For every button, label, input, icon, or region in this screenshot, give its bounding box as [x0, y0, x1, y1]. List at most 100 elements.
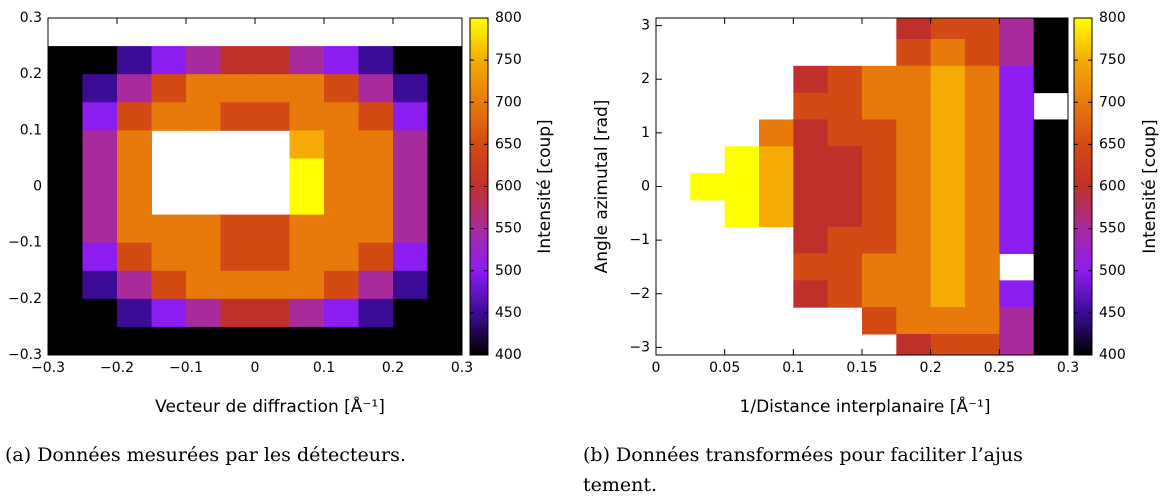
caption: (b) Données transformées pour faciliter … [583, 444, 1023, 466]
heatmap-cell [793, 119, 829, 147]
heatmap-cell [793, 253, 829, 281]
heatmap-cell [999, 119, 1035, 147]
heatmap-cell [48, 74, 83, 103]
heatmap-cell [965, 280, 1000, 308]
heatmap-cell [289, 158, 325, 187]
heatmap-cell [358, 298, 394, 328]
heatmap-cell [827, 173, 863, 201]
heatmap-cell [999, 199, 1035, 228]
heatmap-cell [827, 119, 863, 147]
heatmap-cell [151, 214, 187, 244]
heatmap-cell [793, 65, 829, 94]
heatmap-cell [82, 158, 118, 187]
heatmap-cell [999, 65, 1035, 94]
heatmap-cell [151, 46, 187, 75]
y-tick-label: −1 [629, 232, 650, 248]
heatmap-cell [896, 146, 932, 174]
heatmap-cell [965, 307, 1000, 335]
heatmap-cell [724, 146, 760, 174]
heatmap-cell [965, 253, 1000, 281]
heatmap-cell [930, 65, 966, 94]
heatmap-cell [896, 199, 932, 228]
heatmap-cell [82, 46, 118, 75]
heatmap-cell [1033, 146, 1068, 174]
heatmap-cell [82, 270, 118, 300]
heatmap-cell [48, 242, 83, 272]
heatmap-cell [427, 186, 462, 216]
heatmap-cell [427, 242, 462, 272]
x-tick-label: −0.2 [100, 360, 134, 376]
heatmap-cell [862, 199, 897, 228]
heatmap-cell [393, 270, 428, 300]
heatmap-cell [255, 326, 290, 355]
heatmap-cell [965, 119, 1000, 147]
colorbar-tick-label: 450 [495, 305, 522, 321]
heatmap-cell [930, 119, 966, 147]
heatmap-cell [186, 242, 221, 272]
heatmap-cell [48, 298, 83, 328]
heatmap-cell [930, 199, 966, 228]
heatmap-cell [862, 226, 897, 255]
heatmap-cell [896, 39, 932, 67]
heatmap-cell [117, 214, 152, 244]
colorbar-tick-label: 550 [1099, 221, 1126, 237]
heatmap-cell [289, 102, 325, 131]
heatmap-cell [965, 146, 1000, 174]
heatmap-cell [220, 298, 256, 328]
heatmap-cell [930, 280, 966, 308]
heatmap-cell [759, 119, 794, 147]
heatmap-cell [186, 326, 221, 355]
heatmap-cell [862, 173, 897, 201]
heatmap-cell [289, 270, 325, 300]
heatmap-cell [759, 146, 794, 174]
heatmap-cell [827, 280, 863, 308]
heatmap-cell [117, 74, 152, 103]
x-axis-title: Vecteur de diffraction [Å⁻¹] [155, 395, 385, 417]
heatmap-cell [999, 92, 1035, 120]
heatmap-cell [289, 242, 325, 272]
heatmap-cell [965, 39, 1000, 67]
heatmap-cell [827, 92, 863, 120]
heatmap-cell [793, 146, 829, 174]
heatmap-cell [862, 65, 897, 94]
heatmap-cell [117, 186, 152, 216]
x-tick-label: 0.25 [984, 360, 1015, 376]
heatmap-cell [220, 46, 256, 75]
heatmap-cell [324, 130, 359, 159]
heatmap-cell [793, 92, 829, 120]
x-tick-label: 0 [652, 360, 661, 376]
heatmap-cell [324, 158, 359, 187]
heatmap-cell [965, 226, 1000, 255]
heatmap-cell [862, 253, 897, 281]
heatmap-cell [896, 280, 932, 308]
heatmap-cell [358, 270, 394, 300]
heatmap-cell [999, 146, 1035, 174]
heatmap-cell [999, 226, 1035, 255]
heatmap-cell [82, 326, 118, 355]
heatmap-cell [862, 146, 897, 174]
heatmap-cell [255, 298, 290, 328]
heatmap-cell [324, 298, 359, 328]
heatmap-cell [220, 326, 256, 355]
heatmap-cell [999, 280, 1035, 308]
heatmap-cell [827, 226, 863, 255]
heatmap-cell [1033, 333, 1068, 355]
colorbar-tick-label: 750 [1099, 52, 1126, 68]
heatmap-cell [358, 214, 394, 244]
heatmap-cell [151, 102, 187, 131]
x-tick-label: 0 [251, 360, 260, 376]
heatmap-cell [930, 39, 966, 67]
heatmap-cell [862, 92, 897, 120]
heatmap-cell [393, 242, 428, 272]
heatmap-cell [427, 130, 462, 159]
heatmap-cell [358, 242, 394, 272]
heatmap-cell [427, 74, 462, 103]
y-tick-label: 0 [33, 179, 42, 195]
colorbar-tick-label: 400 [1099, 347, 1126, 363]
heatmap-cell [965, 199, 1000, 228]
heatmap-cell [930, 253, 966, 281]
heatmap-cell [759, 199, 794, 228]
heatmap-cell [793, 173, 829, 201]
x-tick-label: 0.1 [313, 360, 335, 376]
heatmap-cell [930, 92, 966, 120]
